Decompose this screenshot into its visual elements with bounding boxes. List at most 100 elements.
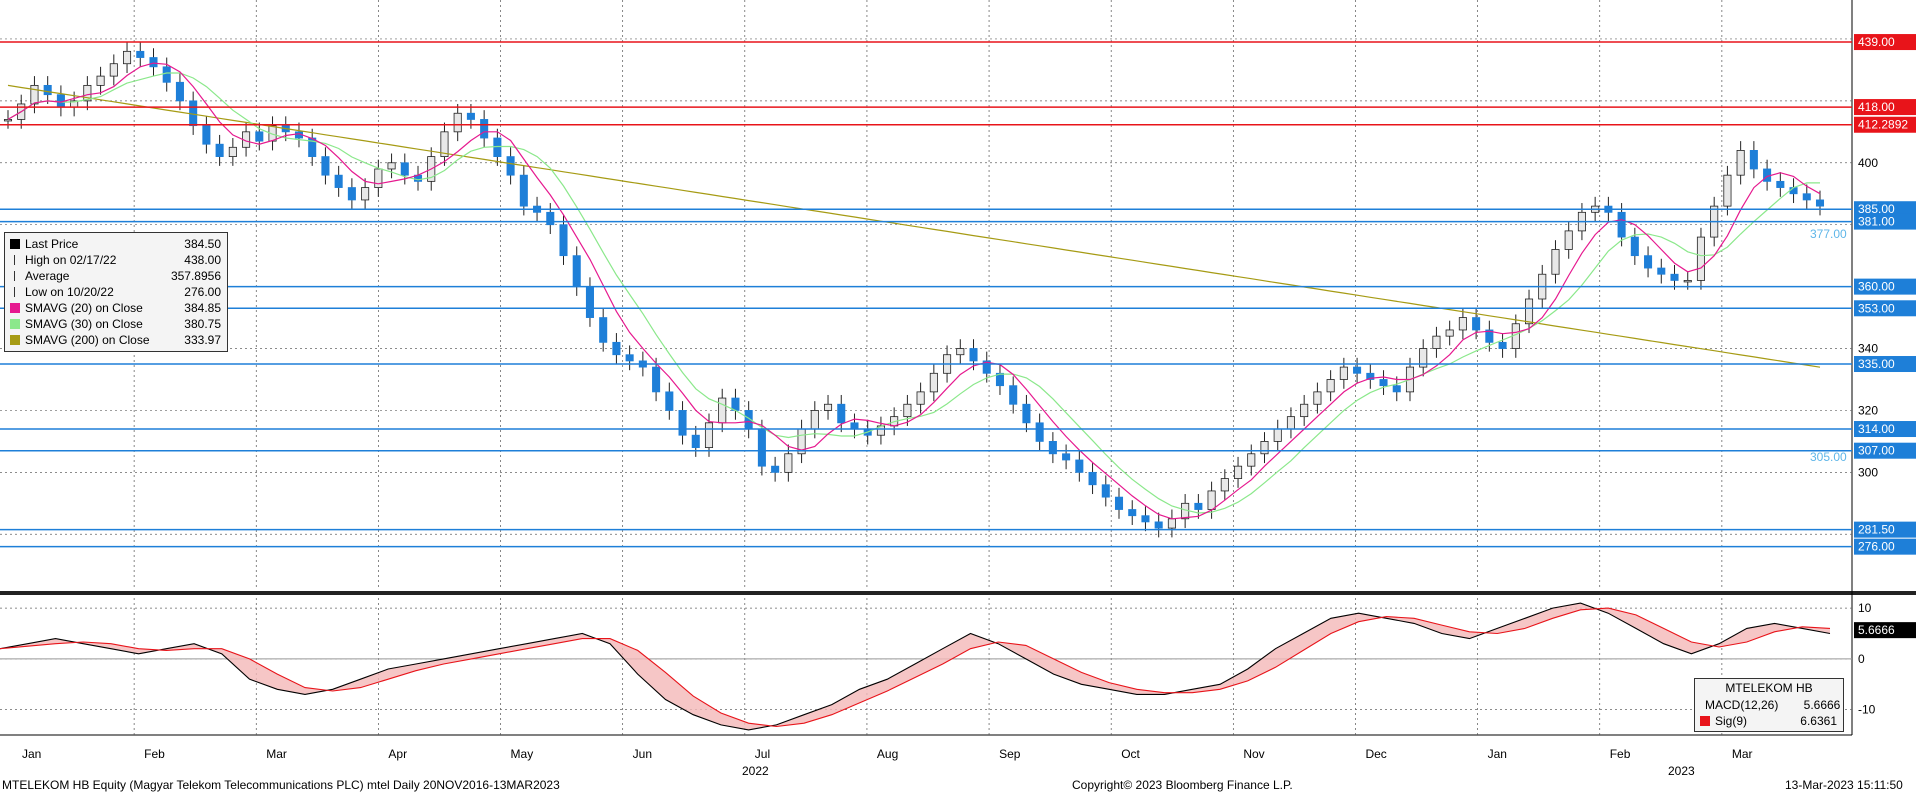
candle (1749, 150, 1758, 170)
candle (228, 146, 237, 157)
year-label: 2022 (742, 764, 769, 778)
candle (625, 354, 634, 362)
candle (1419, 348, 1428, 368)
candle (1207, 490, 1216, 510)
candle (175, 81, 184, 102)
candle (30, 84, 39, 105)
legend-row: Sig(9) 6.6361 (1695, 713, 1843, 729)
macd-tick-label: -10 (1858, 703, 1876, 717)
legend-row: SMAVG (200) on Close 333.97 (5, 332, 227, 348)
legend-name: SMAVG (20) on Close (25, 301, 143, 315)
price-level-tag (1854, 34, 1916, 51)
candle (440, 131, 449, 157)
x-tick-label: Nov (1243, 747, 1264, 761)
candle (916, 391, 925, 405)
legend-value: 384.85 (184, 301, 221, 315)
candle (1723, 174, 1732, 207)
x-tick-label: Jun (633, 747, 652, 761)
price-level-tag-label: 314.00 (1858, 422, 1895, 436)
macd-value-tag-label: 5.6666 (1858, 623, 1895, 637)
candle (1022, 403, 1031, 424)
candle (1379, 379, 1388, 387)
candle (1432, 335, 1441, 349)
candle (995, 372, 1004, 387)
candle (1075, 459, 1084, 473)
x-tick-label: Oct (1121, 747, 1140, 761)
x-tick-label: Sep (999, 747, 1021, 761)
price-level-tag (1854, 99, 1916, 116)
price-legend: Last Price 384.50 High on 02/17/22 438.00 Av… (4, 232, 228, 352)
candle (982, 360, 991, 374)
legend-row: Average 357.8956 (5, 268, 227, 284)
legend-name: SMAVG (200) on Close (25, 333, 150, 347)
candle (718, 397, 727, 424)
candle (466, 112, 475, 120)
legend-swatch (10, 335, 20, 345)
legend-name: Average (25, 269, 70, 283)
candle (387, 162, 396, 170)
candle (162, 66, 171, 83)
candle (1234, 465, 1243, 479)
candle (1048, 441, 1057, 455)
footer-copyright: Copyright© 2023 Bloomberg Finance L.P. (1072, 778, 1293, 792)
candle (652, 366, 661, 393)
price-tick-label: 400 (1858, 156, 1878, 170)
candle (1670, 273, 1679, 281)
price-level-tag (1854, 421, 1916, 438)
candle (255, 131, 264, 142)
price-level-tag-label: 412.2892 (1858, 118, 1908, 132)
candle (1366, 372, 1375, 380)
upper-panel-frame (0, 0, 1852, 590)
x-tick-label: Feb (144, 747, 165, 761)
candle (1247, 453, 1256, 467)
price-level-tag (1854, 521, 1916, 538)
candle (519, 174, 528, 207)
candle (1524, 298, 1534, 325)
footer-security-info: MTELEKOM HB Equity (Magyar Telekom Telec… (2, 778, 560, 792)
candle (123, 50, 132, 65)
candle (837, 403, 846, 424)
legend-name: SMAVG (30) on Close (25, 317, 143, 331)
macd-line (0, 602, 1831, 731)
price-level-tag (1854, 538, 1916, 555)
candle (1128, 509, 1137, 517)
price-tick-label: 300 (1858, 465, 1878, 479)
candle (1485, 329, 1494, 343)
price-level-tag (1854, 278, 1916, 295)
candle (374, 168, 383, 188)
candle (202, 125, 211, 145)
candle (1260, 441, 1269, 455)
candle (1035, 422, 1044, 442)
macd-legend-title: MTELEKOM HB (1725, 681, 1813, 695)
candle (784, 453, 793, 473)
candle (929, 372, 938, 393)
candle (1696, 236, 1705, 281)
legend-name: Low on 10/20/22 (25, 285, 114, 299)
candle (704, 422, 714, 448)
candle (1300, 403, 1309, 418)
candle (678, 410, 687, 436)
candle (1458, 317, 1467, 331)
price-level-tag (1854, 116, 1916, 133)
candle (321, 156, 330, 176)
candle (334, 174, 343, 188)
candle (691, 434, 700, 448)
candle (1776, 180, 1785, 188)
x-tick-label: Jul (755, 747, 770, 761)
candle (665, 391, 674, 411)
candle (1353, 366, 1362, 374)
candle (1339, 366, 1348, 380)
candle (1551, 249, 1560, 275)
legend-row: Last Price 384.50 (5, 236, 227, 252)
candle (599, 317, 608, 343)
legend-value: 333.97 (184, 333, 221, 347)
annotation-label: 377.00 (1810, 227, 1847, 241)
legend-swatch (10, 303, 20, 313)
candle (506, 156, 515, 176)
candle (1789, 187, 1798, 195)
sma200-line (7, 84, 1821, 368)
price-level-tag-label: 281.50 (1858, 523, 1895, 537)
legend-swatch (10, 239, 20, 249)
candle (149, 57, 158, 68)
